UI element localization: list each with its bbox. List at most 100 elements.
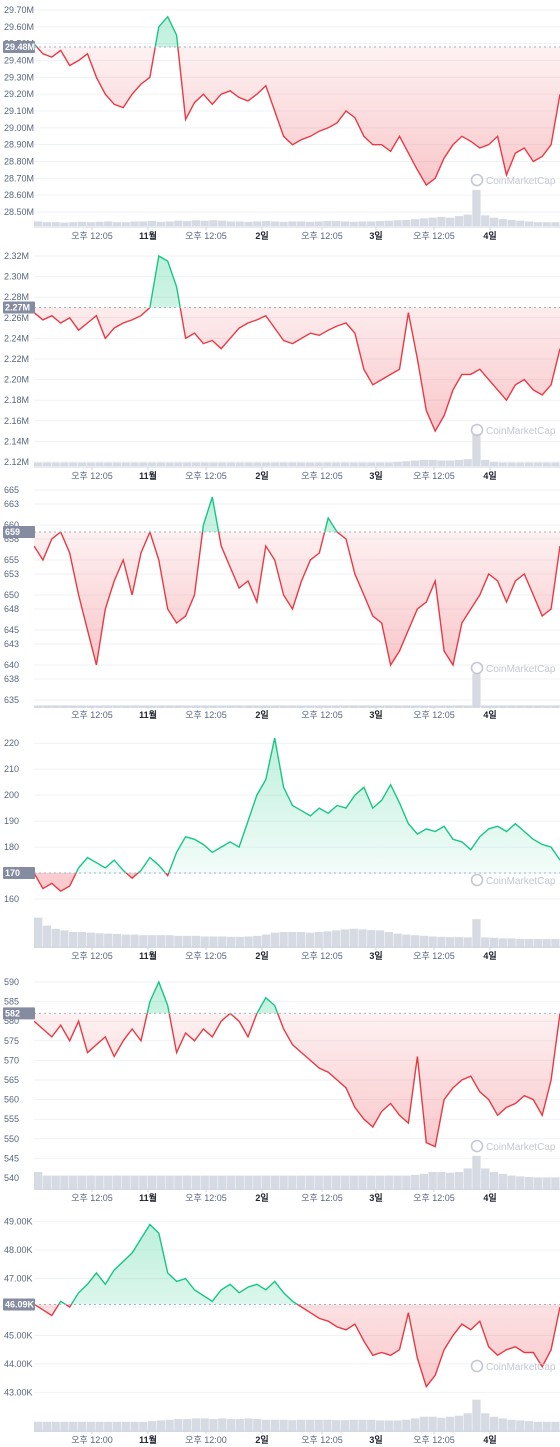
area-below-baseline [36, 47, 560, 186]
y-tick-label: 2.20M [4, 375, 29, 385]
svg-text:2.27M: 2.27M [5, 303, 30, 313]
y-tick-label: 635 [4, 695, 19, 705]
volume-bar [95, 221, 104, 226]
y-tick-label: 28.80M [4, 157, 34, 167]
volume-bar [524, 462, 534, 466]
volume-bar [367, 706, 376, 708]
volume-bar [481, 459, 490, 466]
svg-text:170: 170 [5, 868, 20, 878]
chart-panel-2: 2.12M 2.14M 2.16M 2.18M 2.20M 2.22M 2.24M 2.26M… [3, 251, 560, 481]
volume-bar [498, 219, 507, 226]
volume-bar [147, 706, 157, 708]
y-tick-label: 2.32M [4, 251, 29, 261]
volume-bar [60, 1175, 69, 1190]
volume-bar [314, 1419, 323, 1432]
volume-bar [130, 1421, 139, 1432]
x-tick-label: 2일 [255, 950, 268, 961]
x-tick-label: 3일 [369, 950, 382, 961]
volume-bar [454, 937, 464, 948]
volume-bar [174, 1419, 183, 1432]
volume-bar [446, 937, 455, 948]
volume-bar [428, 1416, 437, 1432]
volume-bar [147, 462, 157, 466]
chart-panel-3: 635 638 640 643 645 648 650 653 655 658 660 663 665 6… [3, 485, 560, 720]
x-tick-label: 4일 [483, 950, 496, 961]
y-tick-label: 29.00M [4, 123, 34, 133]
volume-bar [183, 1419, 192, 1432]
volume-bar [279, 1175, 288, 1190]
volume-bar [384, 706, 393, 708]
volume-bar [428, 1172, 437, 1190]
x-tick-label: 오후 12:00 [185, 1435, 227, 1445]
x-tick-label: 2일 [255, 470, 268, 481]
volume-bar [375, 1420, 385, 1432]
volume-bar [112, 462, 122, 466]
volume-bar [165, 1175, 174, 1190]
volume-bar [86, 932, 95, 948]
y-tick-label: 663 [4, 499, 19, 509]
volume-bar [516, 1420, 525, 1432]
volume-bar [481, 937, 490, 948]
volume-bar [358, 462, 367, 466]
volume-bar [244, 706, 253, 708]
volume-bar [174, 462, 183, 466]
y-tick-label: 48.00K [4, 1245, 33, 1255]
volume-bar [95, 933, 104, 948]
y-tick-label: 648 [4, 604, 19, 614]
volume-bar [551, 1177, 560, 1190]
volume-bar [419, 706, 428, 708]
svg-text:CoinMarketCap: CoinMarketCap [486, 176, 556, 187]
x-tick-label: 4일 [483, 709, 496, 720]
price-line-down [36, 47, 560, 187]
volume-bar [104, 706, 113, 708]
x-tick-label: 오후 12:05 [301, 471, 343, 481]
volume-bar [524, 1421, 534, 1432]
x-tick-label: 3일 [369, 1434, 382, 1445]
volume-bar [437, 706, 446, 708]
volume-bar [191, 462, 201, 466]
x-tick-label: 4일 [483, 230, 496, 241]
volume-bar [524, 939, 534, 948]
volume-bar [463, 1413, 472, 1432]
current-price-tag: 659 [3, 526, 35, 538]
volume-bar [349, 928, 358, 948]
volume-bar [340, 462, 350, 466]
svg-text:659: 659 [5, 527, 20, 537]
volume-bar [261, 706, 271, 708]
volume-bar [384, 220, 393, 226]
y-tick-label: 29.30M [4, 72, 34, 82]
volume-bar [156, 221, 165, 226]
volume-bar [51, 222, 60, 226]
y-tick-label: 2.16M [4, 416, 29, 426]
volume-bar [463, 459, 472, 466]
volume-bar [174, 706, 183, 708]
volume-bar [244, 1175, 253, 1190]
volume-bar [402, 934, 411, 948]
x-tick-label: 3일 [369, 470, 382, 481]
volume-bar [402, 1419, 411, 1432]
volume-bar [454, 216, 464, 226]
y-tick-label: 28.50M [4, 207, 34, 217]
y-tick-label: 2.24M [4, 333, 29, 343]
volume-bar [375, 462, 385, 466]
volume-bar [437, 1172, 446, 1190]
volume-bar [533, 1421, 542, 1432]
y-tick-label: 645 [4, 625, 19, 635]
volume-bar [314, 706, 323, 708]
volume-bar [551, 1421, 560, 1432]
price-line-down [34, 307, 560, 433]
volume-bar [218, 1418, 227, 1432]
price-line-down [34, 1304, 560, 1389]
x-tick-label: 오후 12:00 [71, 1435, 113, 1445]
y-tick-label: 643 [4, 639, 19, 649]
volume-bar [147, 1421, 157, 1432]
y-tick-label: 585 [4, 997, 19, 1007]
volume-bar [551, 462, 560, 466]
volume-bar [472, 1399, 481, 1432]
volume-bar [86, 462, 95, 466]
volume-bar [463, 1168, 472, 1190]
volume-bar [384, 932, 393, 948]
volume-bar [340, 706, 350, 708]
coinmarketcap-watermark: CoinMarketCap [470, 423, 556, 437]
volume-bar [419, 459, 428, 466]
